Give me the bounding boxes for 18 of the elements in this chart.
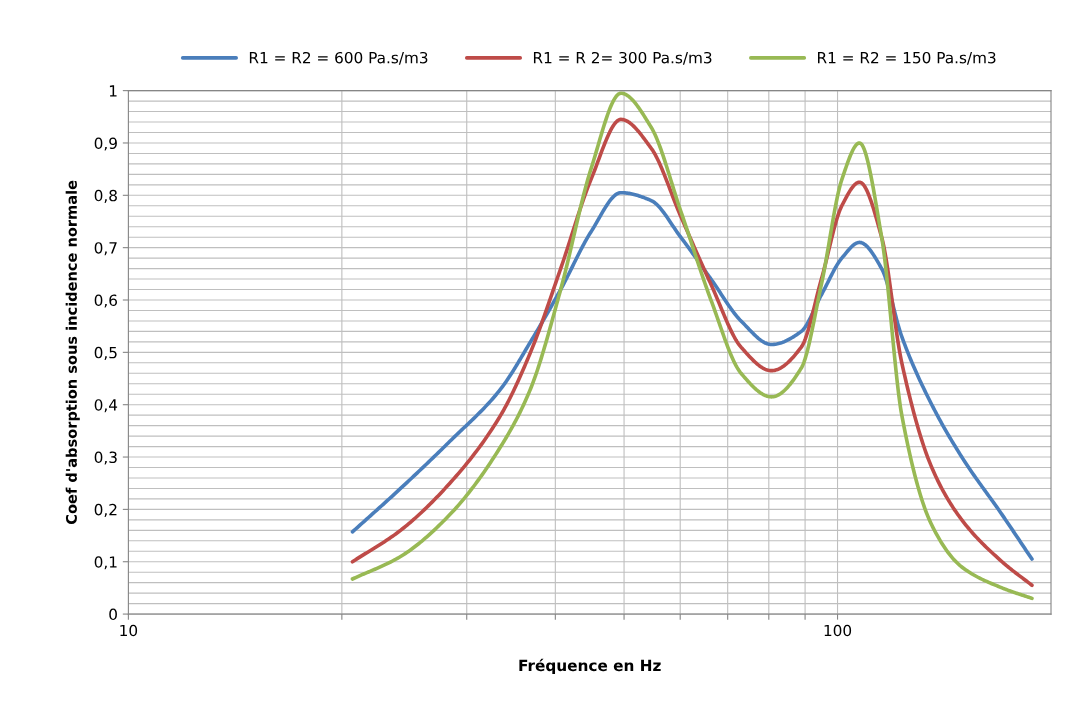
y-tick-label: 0,2 — [94, 503, 117, 517]
x-tick-label: 10 — [120, 624, 138, 637]
y-tick-label: 0,4 — [94, 399, 118, 413]
y-tick-label: 1 — [109, 85, 117, 97]
x-axis-title: Fréquence en Hz — [519, 658, 661, 675]
y-tick-label: 0,1 — [94, 556, 117, 570]
legend-label: R1 = R2 = 600 Pa.s/m3 — [249, 51, 428, 65]
legend-label: R1 = R2 = 150 Pa.s/m3 — [818, 51, 996, 65]
y-tick-label: 0,8 — [94, 189, 117, 203]
y-axis-title: Coef d'absorption sous incidence normale — [65, 180, 80, 524]
y-tick-label: 0,7 — [94, 242, 117, 256]
y-tick-label: 0,9 — [94, 137, 117, 151]
y-tick-label: 0,5 — [94, 346, 117, 360]
y-tick-label: 0,6 — [94, 294, 118, 308]
y-tick-label: 0,3 — [94, 451, 117, 465]
legend-label: R1 = R 2= 300 Pa.s/m3 — [533, 51, 712, 65]
y-tick-label: 0 — [109, 608, 117, 621]
x-tick-label: 100 — [824, 624, 852, 637]
